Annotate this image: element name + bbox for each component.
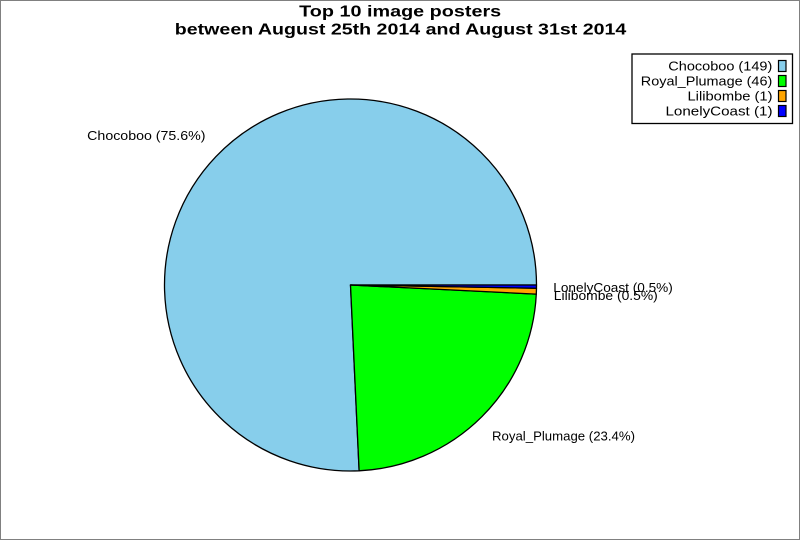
svg-text:Royal_Plumage (23.4%): Royal_Plumage (23.4%) xyxy=(492,428,635,443)
svg-text:Lilibombe (0.5%): Lilibombe (0.5%) xyxy=(554,288,658,303)
svg-text:LonelyCoast (1): LonelyCoast (1) xyxy=(666,104,773,119)
svg-text:Top 10 image posters: Top 10 image posters xyxy=(299,4,501,21)
svg-text:Chocoboo (149): Chocoboo (149) xyxy=(668,59,772,74)
svg-text:LonelyCoast (0.5%): LonelyCoast (0.5%) xyxy=(553,280,673,295)
svg-text:Royal_Plumage (46): Royal_Plumage (46) xyxy=(641,74,773,89)
svg-text:Chocoboo (75.6%): Chocoboo (75.6%) xyxy=(87,128,205,143)
svg-text:between August 25th 2014 and A: between August 25th 2014 and August 31st… xyxy=(175,22,627,39)
svg-text:Lilibombe (1): Lilibombe (1) xyxy=(688,89,773,104)
